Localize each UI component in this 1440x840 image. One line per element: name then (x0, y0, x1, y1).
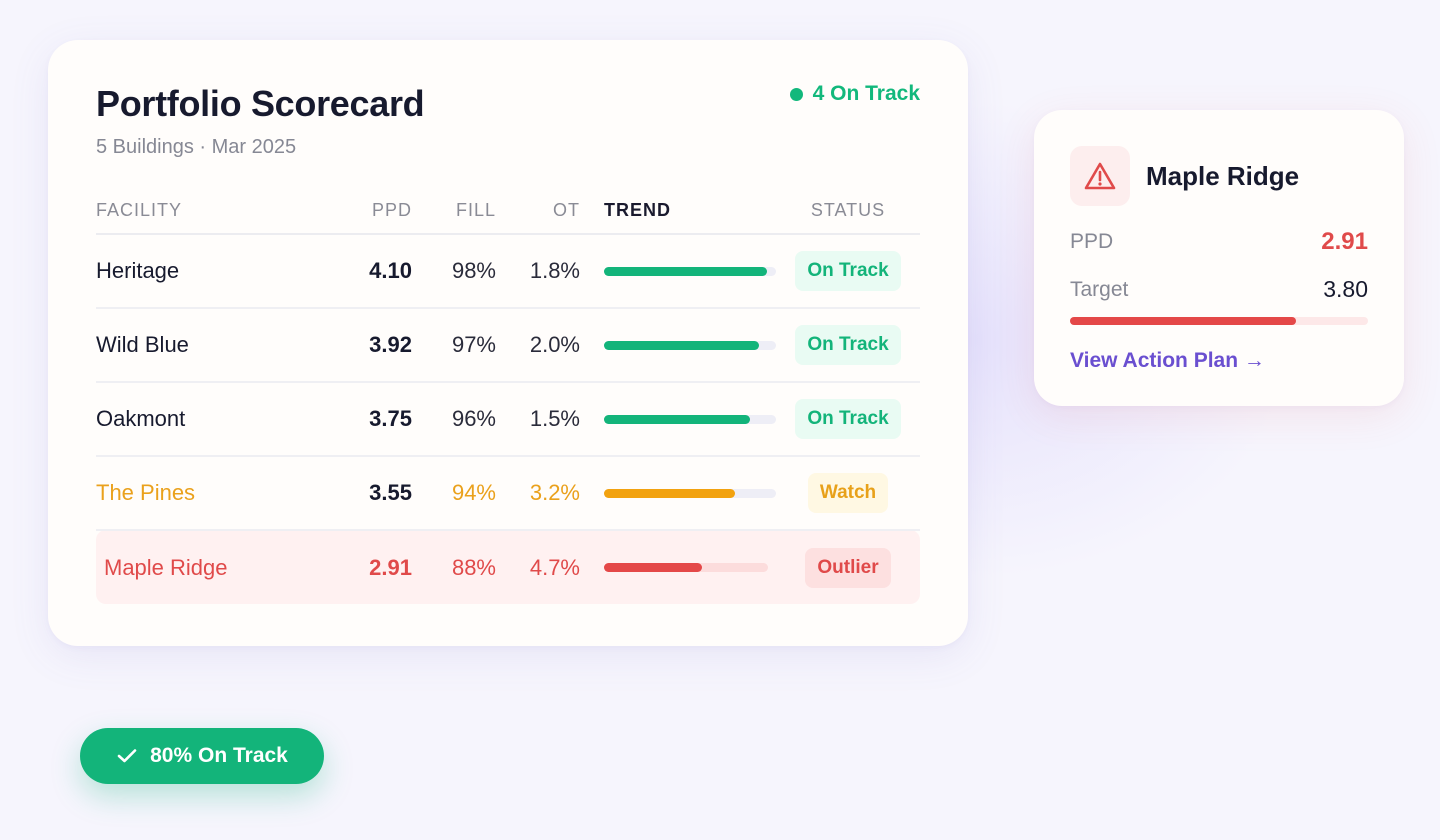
status-cell: On Track (776, 382, 920, 457)
on-track-count: 4 On Track (789, 82, 920, 106)
status-badge: On Track (795, 325, 901, 365)
status-cell: On Track (776, 308, 920, 383)
column-header-facility[interactable]: FACILITY (96, 198, 326, 235)
status-cell: On Track (776, 234, 920, 309)
alert-ppd-row: PPD 2.91 (1070, 228, 1368, 256)
on-track-count-label: 4 On Track (812, 82, 920, 105)
status-cell: Watch (776, 456, 920, 531)
trend-cell (580, 530, 776, 604)
facility-name: Maple Ridge (96, 530, 326, 604)
scorecard-table: FACILITY PPD FILL OT TREND STATUS Herita… (96, 198, 920, 604)
trend-bar-fill (604, 340, 759, 350)
trend-bar-fill (604, 414, 751, 424)
ot-value: 3.2% (496, 456, 580, 531)
alert-header: Maple Ridge (1070, 146, 1368, 206)
portfolio-scorecard-card: Portfolio Scorecard 5 Buildings · Mar 20… (48, 40, 968, 646)
alert-progress-fill (1070, 317, 1297, 325)
view-action-plan-link[interactable]: View Action Plan → (1070, 349, 1265, 372)
warning-triangle-icon (1084, 162, 1116, 190)
ppd-value: 2.91 (326, 530, 412, 604)
column-header-ppd[interactable]: PPD (326, 198, 412, 235)
table-row[interactable]: Wild Blue 3.92 97% 2.0% On Track (96, 308, 920, 383)
scorecard-subtitle: 5 Buildings · Mar 2025 (96, 136, 297, 158)
facility-name: Wild Blue (96, 308, 326, 383)
ppd-value: 3.55 (326, 456, 412, 531)
trend-bar (604, 266, 776, 276)
column-header-trend[interactable]: TREND (580, 198, 776, 235)
trend-bar (604, 563, 768, 572)
column-header-ot[interactable]: OT (496, 198, 580, 235)
outlier-alert-card: Maple Ridge PPD 2.91 Target 3.80 View Ac… (1034, 110, 1404, 406)
alert-title: Maple Ridge (1146, 160, 1300, 191)
alert-target-value: 3.80 (1323, 276, 1368, 302)
status-badge: Watch (807, 473, 889, 513)
status-badge: Outlier (805, 547, 891, 588)
status-cell: Outlier (776, 530, 920, 604)
table-row[interactable]: Oakmont 3.75 96% 1.5% On Track (96, 382, 920, 457)
trend-bar-fill (604, 266, 768, 276)
ot-value: 1.8% (496, 234, 580, 309)
fill-value: 97% (412, 308, 496, 383)
ot-value: 1.5% (496, 382, 580, 457)
trend-cell (580, 456, 776, 531)
status-badge: On Track (795, 399, 901, 439)
column-header-fill[interactable]: FILL (412, 198, 496, 235)
on-track-summary-pill[interactable]: 80% On Track (80, 728, 324, 784)
table-row[interactable]: Heritage 4.10 98% 1.8% On Track (96, 234, 920, 309)
column-header-status[interactable]: STATUS (776, 198, 920, 235)
on-track-summary-label: 80% On Track (150, 744, 288, 767)
warning-icon-box (1070, 146, 1130, 206)
fill-value: 96% (412, 382, 496, 457)
fill-value: 88% (412, 530, 496, 604)
alert-ppd-label: PPD (1070, 230, 1114, 253)
status-badge: On Track (795, 251, 901, 291)
facility-name: Heritage (96, 234, 326, 309)
table-header-row: FACILITY PPD FILL OT TREND STATUS (96, 198, 920, 235)
trend-bar (604, 340, 776, 350)
page-title: Portfolio Scorecard (96, 83, 425, 124)
trend-cell (580, 308, 776, 383)
table-row[interactable]: Maple Ridge 2.91 88% 4.7% Outlier (96, 530, 920, 604)
ppd-value: 3.92 (326, 308, 412, 383)
facility-name: The Pines (96, 456, 326, 531)
trend-bar-fill (604, 563, 703, 572)
ot-value: 4.7% (496, 530, 580, 604)
status-dot-icon (789, 87, 803, 101)
ppd-value: 3.75 (326, 382, 412, 457)
fill-value: 94% (412, 456, 496, 531)
trend-bar (604, 488, 776, 498)
alert-progress-bar (1070, 317, 1368, 325)
check-icon (117, 749, 137, 763)
alert-target-row: Target 3.80 (1070, 276, 1368, 303)
alert-target-label: Target (1070, 277, 1129, 301)
ppd-value: 4.10 (326, 234, 412, 309)
facility-name: Oakmont (96, 382, 326, 457)
ot-value: 2.0% (496, 308, 580, 383)
trend-bar-fill (604, 488, 735, 498)
fill-value: 98% (412, 234, 496, 309)
trend-cell (580, 382, 776, 457)
trend-cell (580, 234, 776, 309)
alert-ppd-value: 2.91 (1321, 228, 1368, 255)
table-row[interactable]: The Pines 3.55 94% 3.2% Watch (96, 456, 920, 531)
trend-bar (604, 414, 776, 424)
